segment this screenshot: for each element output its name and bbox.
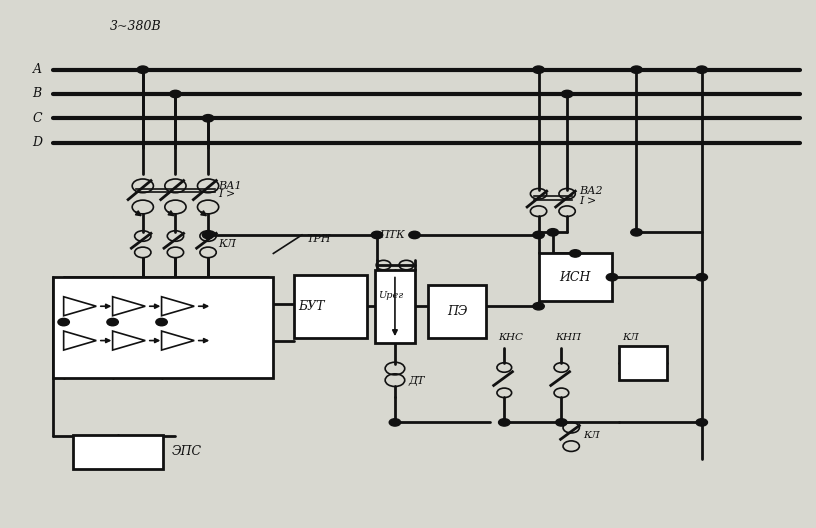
Text: A: A [33, 63, 42, 76]
Text: Uрег: Uрег [378, 291, 403, 300]
Text: КНС: КНС [498, 333, 523, 343]
Text: ЭПС: ЭПС [171, 445, 202, 458]
Circle shape [58, 318, 69, 326]
Text: БУТ: БУТ [299, 300, 325, 313]
Text: D: D [33, 136, 42, 149]
Circle shape [696, 419, 707, 426]
Bar [428, 285, 486, 338]
Text: ДТ: ДТ [408, 376, 424, 386]
Text: ВА1: ВА1 [218, 181, 242, 191]
Bar [375, 270, 415, 343]
Bar [539, 253, 612, 301]
Circle shape [107, 318, 118, 326]
Circle shape [631, 66, 642, 73]
Bar [73, 435, 163, 469]
Bar [619, 346, 667, 380]
Circle shape [548, 229, 558, 236]
Circle shape [170, 90, 181, 98]
Circle shape [499, 419, 510, 426]
Circle shape [696, 274, 707, 281]
Circle shape [533, 303, 544, 310]
Text: КЛ: КЛ [583, 431, 600, 440]
Text: КНП: КНП [555, 333, 581, 343]
Text: ВА2: ВА2 [579, 186, 603, 196]
Circle shape [570, 250, 581, 257]
Text: C: C [33, 112, 42, 125]
Circle shape [561, 90, 573, 98]
Text: ТРН: ТРН [306, 234, 330, 243]
Text: КЛ: КЛ [218, 239, 236, 249]
Bar [53, 277, 273, 378]
Text: ИСН: ИСН [560, 271, 591, 284]
Text: ПТК: ПТК [379, 230, 406, 240]
Text: I >: I > [579, 196, 596, 205]
Circle shape [631, 229, 642, 236]
Text: I >: I > [218, 190, 235, 199]
Circle shape [696, 66, 707, 73]
Circle shape [556, 419, 567, 426]
Circle shape [202, 115, 214, 122]
Circle shape [533, 66, 544, 73]
Circle shape [156, 318, 167, 326]
Circle shape [371, 231, 383, 239]
Bar [294, 275, 367, 338]
Text: ПЭ: ПЭ [446, 305, 468, 318]
Text: КЛ: КЛ [622, 333, 638, 343]
Circle shape [606, 274, 618, 281]
Circle shape [533, 231, 544, 239]
Circle shape [409, 231, 420, 239]
Text: 3~380В: 3~380В [110, 20, 162, 33]
Circle shape [202, 231, 214, 239]
Circle shape [389, 419, 401, 426]
Circle shape [137, 66, 149, 73]
Text: B: B [33, 88, 42, 100]
